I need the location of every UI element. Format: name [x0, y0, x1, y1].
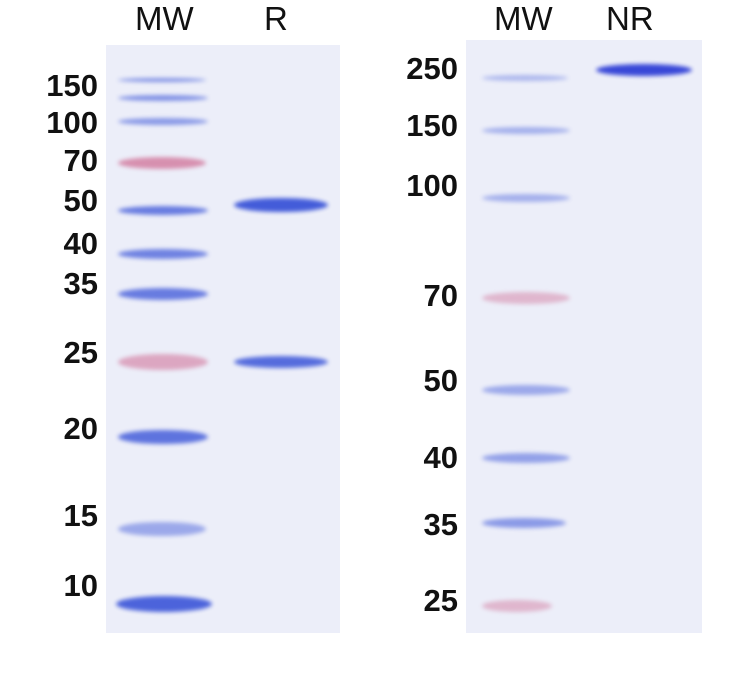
gel-band: [118, 522, 206, 536]
gel-band: [118, 288, 208, 300]
right-marker-150: 150: [406, 108, 458, 143]
right-marker-25: 25: [423, 583, 458, 618]
gel-right: [466, 40, 702, 633]
gel-band: [482, 292, 570, 304]
left-marker-50: 50: [63, 183, 98, 218]
gel-band: [116, 596, 212, 612]
left-marker-25: 25: [63, 335, 98, 370]
gel-band: [118, 118, 208, 125]
right-marker-250: 250: [406, 51, 458, 86]
right-marker-35: 35: [423, 507, 458, 542]
left-marker-70: 70: [63, 143, 98, 178]
gel-band: [118, 95, 208, 101]
lane-label-nr: NR: [606, 0, 654, 37]
gel-band: [234, 198, 328, 212]
right-marker-100: 100: [406, 168, 458, 203]
left-marker-15: 15: [63, 498, 98, 533]
gel-band: [118, 157, 206, 169]
lane-label-mw-left: MW: [135, 0, 194, 37]
gel-band: [482, 127, 570, 134]
gel-band: [118, 206, 208, 215]
left-marker-20: 20: [63, 411, 98, 446]
gel-band: [596, 64, 692, 76]
left-marker-150: 150: [46, 68, 98, 103]
gel-left: [106, 45, 340, 633]
gel-band: [482, 453, 570, 463]
gel-band: [482, 600, 552, 612]
gel-band: [118, 249, 208, 259]
gel-band: [118, 78, 206, 82]
gel-band: [482, 518, 566, 528]
right-marker-40: 40: [423, 440, 458, 475]
left-marker-40: 40: [63, 226, 98, 261]
left-marker-10: 10: [63, 568, 98, 603]
lane-label-r: R: [264, 0, 288, 37]
gel-band: [482, 194, 570, 202]
gel-band: [118, 354, 208, 370]
left-marker-100: 100: [46, 105, 98, 140]
right-marker-70: 70: [423, 278, 458, 313]
lane-label-mw-right: MW: [494, 0, 553, 37]
gel-band: [482, 75, 568, 81]
right-marker-50: 50: [423, 363, 458, 398]
gel-band: [482, 385, 570, 395]
gel-band: [234, 356, 328, 368]
left-marker-35: 35: [63, 266, 98, 301]
gel-band: [118, 430, 208, 444]
